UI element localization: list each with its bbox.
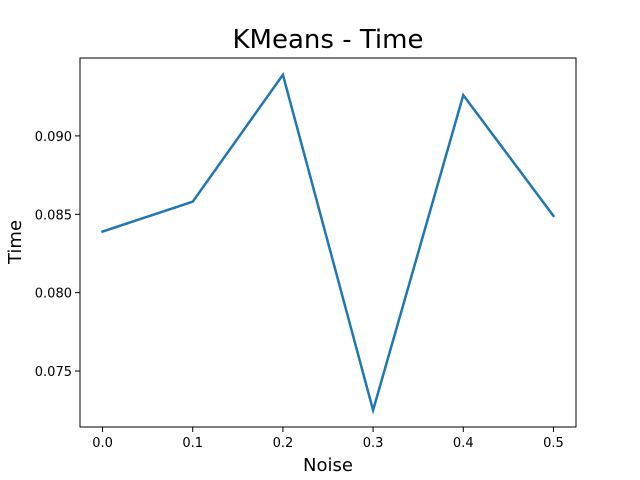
x-tick-label: 0.2 <box>273 436 294 451</box>
x-tick-label: 0.5 <box>543 436 564 451</box>
plot-area <box>79 57 577 428</box>
y-tick-label: 0.075 <box>35 365 72 380</box>
chart-title: KMeans - Time <box>233 25 424 55</box>
x-tick-label: 0.4 <box>453 436 474 451</box>
series-layer <box>100 71 556 415</box>
y-tick-label: 0.080 <box>35 287 72 302</box>
x-axis-title: Noise <box>303 455 353 476</box>
y-axis-title: Time <box>5 220 26 265</box>
x-axis: 0.0 0.1 0.2 0.3 0.4 0.5 <box>92 427 564 451</box>
y-tick-label: 0.090 <box>35 130 72 145</box>
y-tick-label: 0.085 <box>35 208 72 223</box>
x-tick-label: 0.3 <box>363 436 384 451</box>
x-tick-label: 0.0 <box>92 436 113 451</box>
series-line-0 <box>100 71 556 415</box>
y-axis: 0.075 0.080 0.085 0.090 <box>35 130 80 380</box>
x-tick-label: 0.1 <box>182 436 203 451</box>
